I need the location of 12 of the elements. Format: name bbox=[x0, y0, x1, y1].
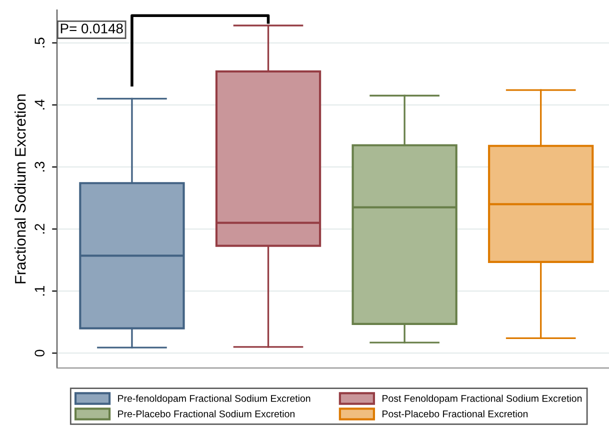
legend-label: Pre-Placebo Fractional Sodium Excretion bbox=[118, 410, 294, 418]
y-tick-label: .3 bbox=[34, 162, 45, 172]
legend-label: Post-Placebo Fractional Excretion bbox=[382, 410, 528, 418]
y-tick-label: .2 bbox=[34, 224, 44, 234]
legend-label: Pre-fenoldopam Fractional Sodium Excretion bbox=[118, 394, 310, 404]
legend-label: Post Fenoldopam Fractional Sodium Excretion bbox=[382, 394, 582, 404]
annotation: P= 0.0148 bbox=[60, 24, 123, 34]
y-tick-label: 0 bbox=[34, 350, 45, 356]
y-tick-label: .5 bbox=[34, 38, 45, 48]
y-axis-title: Fractional Sodium Excretion bbox=[14, 94, 26, 284]
y-tick-label: .4 bbox=[34, 100, 44, 110]
y-tick-label: .1 bbox=[34, 286, 44, 296]
